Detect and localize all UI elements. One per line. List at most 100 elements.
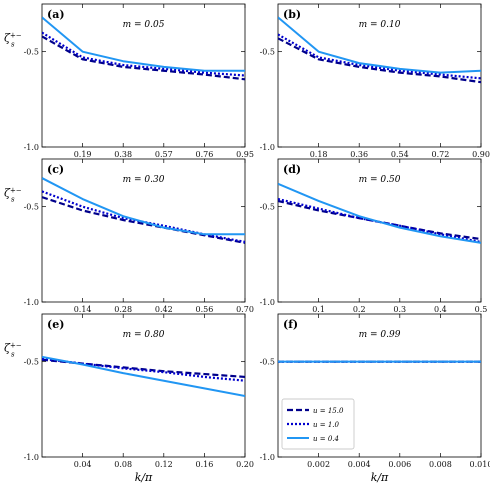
y-label-sup: +−	[10, 342, 22, 350]
legend-label: u = 15.0	[313, 407, 344, 415]
legend-label: u = 0.4	[313, 435, 339, 443]
panel-a: 0.19 0.38 0.57 0.76 0.95 -0.5 -1.0 (a) m = 0.05 ζ…	[4, 3, 254, 159]
y-tick-label: -1.0	[260, 453, 275, 462]
series-line	[42, 355, 245, 397]
y-label-sub: s	[11, 351, 15, 359]
panel-frame	[41, 3, 246, 148]
panel-frame	[277, 313, 482, 458]
x-tick-label: 0.20	[236, 460, 254, 469]
y-tick-label: -0.5	[24, 203, 39, 212]
panel-tag: (b)	[283, 8, 301, 21]
y-tick-label: -0.5	[260, 203, 275, 212]
x-tick-label: 0.14	[74, 305, 92, 314]
panel-f: 0.002 0.004 0.006 0.008 0.010 -0.5 -1.0 (f) m = …	[260, 313, 490, 484]
x-tick-label: 0.002	[307, 460, 330, 469]
y-tick-label: -1.0	[24, 453, 39, 462]
y-label-sup: +−	[10, 32, 22, 40]
legend-box	[281, 398, 355, 450]
y-label-sub: s	[11, 41, 15, 49]
x-axis-label: k/π	[135, 471, 153, 484]
x-tick-label: 0.5	[475, 305, 488, 314]
x-axis-label: k/π	[371, 471, 389, 484]
series-line	[42, 196, 245, 244]
x-tick-label: 0.08	[114, 460, 132, 469]
series-group	[42, 177, 245, 244]
x-tick-label: 0.57	[155, 150, 173, 159]
x-tick-label: 0.3	[393, 305, 406, 314]
x-tick-label: 0.12	[155, 460, 173, 469]
x-tick-label: 0.4	[434, 305, 447, 314]
x-tick-label: 0.010	[470, 460, 490, 469]
panel-tag: (c)	[47, 163, 64, 176]
x-tick-label: 0.19	[74, 150, 92, 159]
y-axis-label: ζ+− s	[4, 342, 22, 359]
legend-label: u = 1.0	[313, 421, 340, 429]
panel-tag: (e)	[47, 318, 64, 331]
x-tick-label: 0.56	[195, 305, 213, 314]
series-line	[278, 37, 481, 84]
panel-tag: (f)	[283, 318, 298, 331]
series-line	[278, 182, 481, 244]
panel-m-label: m = 0.10	[359, 20, 401, 30]
panel-tag: (d)	[283, 163, 301, 176]
series-group	[278, 16, 481, 84]
x-tick-label: 0.2	[353, 305, 366, 314]
y-label-main: ζ	[4, 342, 11, 355]
series-group	[42, 16, 245, 81]
y-axis-label: ζ+− s	[4, 187, 22, 204]
y-axis-label: ζ+− s	[4, 32, 22, 49]
x-tick-label: 0.42	[155, 305, 173, 314]
panel-tag: (a)	[47, 8, 65, 21]
y-tick-label: -1.0	[24, 298, 39, 307]
panel-m-label: m = 0.50	[359, 175, 401, 185]
y-tick-label: -0.5	[260, 48, 275, 57]
panel-c: 0.14 0.28 0.42 0.56 0.70 -0.5 -1.0 (c) m = 0.30 ζ…	[4, 158, 254, 314]
x-tick-label: 0.95	[236, 150, 254, 159]
series-line	[42, 190, 245, 244]
panel-frame	[277, 3, 482, 148]
series-line	[42, 35, 245, 81]
x-tick-label: 0.04	[74, 460, 92, 469]
panel-frame	[41, 158, 246, 303]
x-tick-label: 0.90	[472, 150, 490, 159]
series-line	[42, 358, 245, 379]
x-tick-label: 0.1	[312, 305, 325, 314]
x-tick-label: 0.38	[114, 150, 132, 159]
x-tick-label: 0.76	[195, 150, 213, 159]
y-tick-label: -0.5	[24, 358, 39, 367]
series-line	[42, 31, 245, 77]
x-tick-label: 0.16	[195, 460, 213, 469]
y-tick-label: -0.5	[260, 358, 275, 367]
y-label-sup: +−	[10, 187, 22, 195]
series-line	[42, 16, 245, 72]
y-label-main: ζ	[4, 187, 11, 200]
y-tick-label: -1.0	[24, 143, 39, 152]
y-tick-label: -0.5	[24, 48, 39, 57]
x-tick-label: 0.004	[348, 460, 371, 469]
y-label-sub: s	[11, 196, 15, 204]
panel-m-label: m = 0.99	[359, 330, 401, 340]
series-group	[278, 182, 481, 244]
x-tick-label: 0.54	[391, 150, 409, 159]
series-group	[42, 355, 245, 397]
x-tick-label: 0.006	[388, 460, 411, 469]
x-tick-label: 0.18	[310, 150, 328, 159]
panel-m-label: m = 0.30	[123, 175, 165, 185]
panel-frame	[277, 158, 482, 303]
panel-m-label: m = 0.05	[123, 20, 165, 30]
series-line	[278, 33, 481, 80]
x-tick-label: 0.72	[431, 150, 449, 159]
panel-d: 0.1 0.2 0.3 0.4 0.5 -0.5 -1.0 (d) m = 0.50	[260, 158, 488, 314]
series-line	[278, 199, 481, 241]
y-tick-label: -1.0	[260, 143, 275, 152]
panel-m-label: m = 0.80	[123, 330, 165, 340]
y-tick-label: -1.0	[260, 298, 275, 307]
panel-b: 0.18 0.36 0.54 0.72 0.90 -0.5 -1.0 (b) m = 0.10	[260, 3, 490, 159]
x-tick-label: 0.28	[114, 305, 132, 314]
panel-e: 0.04 0.08 0.12 0.16 0.20 -0.5 -1.0 (e) m = 0.80 ζ…	[4, 313, 254, 484]
series-line	[278, 197, 481, 244]
y-label-main: ζ	[4, 32, 11, 45]
x-tick-label: 0.70	[236, 305, 254, 314]
series-line	[278, 16, 481, 74]
